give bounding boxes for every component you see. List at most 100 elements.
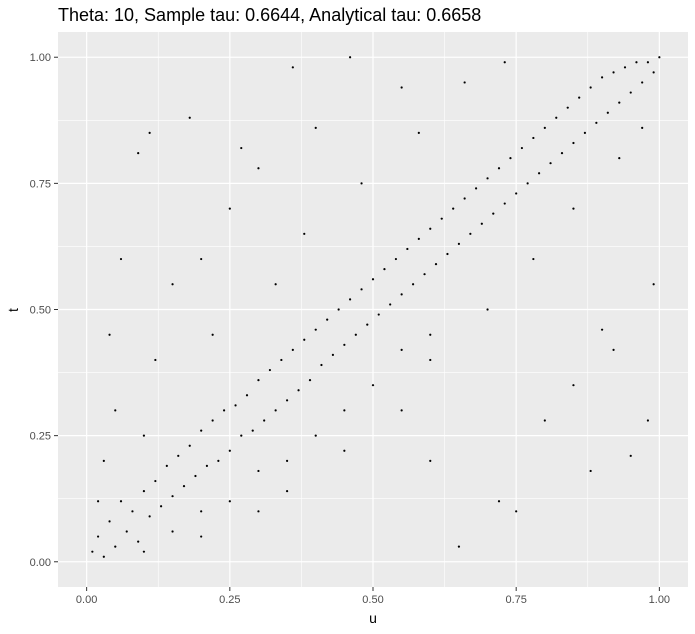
data-points — [91, 56, 661, 558]
data-point — [411, 283, 415, 286]
data-point — [537, 172, 541, 175]
x-tick-label: 0.25 — [219, 594, 240, 606]
data-point — [515, 510, 518, 513]
data-point — [354, 333, 357, 336]
data-point — [194, 474, 197, 478]
data-point — [159, 505, 163, 508]
data-point — [429, 358, 432, 362]
data-point — [641, 126, 644, 129]
data-point — [171, 530, 174, 533]
data-point — [566, 106, 569, 109]
x-axis-ticks: 0.00 0.25 0.50 0.75 1.00 — [76, 587, 670, 606]
data-point — [400, 409, 403, 412]
data-point — [394, 257, 398, 261]
data-point — [263, 419, 266, 422]
data-point — [497, 500, 501, 503]
data-point — [337, 308, 340, 311]
data-point — [463, 197, 466, 200]
data-point — [285, 399, 289, 402]
data-point — [257, 469, 260, 473]
data-point — [612, 348, 615, 351]
data-point — [526, 182, 529, 185]
data-point — [509, 157, 512, 160]
data-point — [497, 167, 501, 170]
data-point — [257, 379, 260, 382]
data-point — [314, 434, 317, 437]
data-point — [343, 343, 346, 346]
data-point — [320, 363, 323, 367]
data-point — [532, 257, 535, 261]
data-point — [452, 207, 455, 210]
data-point — [274, 409, 277, 412]
data-point — [91, 550, 94, 553]
data-point — [457, 545, 461, 548]
y-tick-label: 0.50 — [30, 305, 51, 317]
data-point — [331, 353, 335, 357]
data-point — [102, 555, 105, 558]
data-point — [532, 136, 535, 140]
data-point — [200, 510, 203, 513]
data-point — [618, 101, 621, 104]
data-point — [429, 459, 432, 462]
data-point — [377, 313, 380, 316]
data-point — [623, 66, 627, 69]
data-point — [148, 515, 151, 518]
data-point — [366, 323, 369, 326]
data-point — [285, 459, 289, 462]
data-point — [469, 232, 472, 235]
data-point — [137, 151, 140, 155]
data-point — [343, 409, 346, 412]
data-point — [154, 358, 157, 362]
data-point — [440, 217, 443, 220]
data-point — [578, 96, 581, 99]
data-point — [635, 61, 638, 64]
data-point — [125, 530, 128, 533]
data-point — [474, 187, 478, 190]
data-point — [371, 278, 375, 281]
data-point — [245, 394, 249, 397]
data-point — [572, 384, 575, 387]
data-point — [646, 419, 650, 422]
data-point — [314, 328, 317, 331]
x-tick-label: 1.00 — [649, 594, 670, 606]
data-point — [148, 131, 151, 135]
data-point — [423, 273, 426, 276]
data-point — [371, 384, 375, 387]
data-point — [480, 222, 483, 225]
data-point — [641, 81, 644, 84]
x-tick-label: 0.00 — [76, 594, 97, 606]
data-point — [257, 510, 260, 513]
data-point — [142, 550, 146, 553]
data-point — [200, 535, 203, 538]
data-point — [119, 257, 123, 261]
data-point — [343, 449, 346, 452]
data-point — [600, 76, 604, 79]
data-point — [188, 116, 191, 119]
data-point — [182, 484, 186, 488]
data-point — [400, 293, 403, 296]
data-point — [228, 500, 231, 503]
data-point — [606, 111, 609, 114]
data-point — [583, 131, 587, 135]
y-tick-label: 1.00 — [30, 52, 51, 64]
data-point — [595, 121, 598, 124]
data-point — [291, 348, 294, 351]
data-point — [515, 192, 518, 195]
data-point — [165, 464, 168, 468]
data-point — [177, 454, 180, 457]
data-point — [326, 318, 329, 321]
data-point — [543, 419, 546, 422]
data-point — [503, 61, 506, 64]
data-point — [171, 283, 174, 286]
data-point — [492, 212, 495, 215]
x-tick-label: 0.50 — [362, 594, 383, 606]
data-point — [434, 262, 438, 266]
data-point — [217, 459, 220, 462]
data-point — [389, 303, 392, 306]
data-point — [274, 283, 277, 286]
data-point — [429, 333, 432, 336]
data-point — [280, 358, 283, 362]
data-point — [308, 379, 312, 382]
data-point — [314, 126, 317, 129]
data-point — [486, 308, 489, 311]
